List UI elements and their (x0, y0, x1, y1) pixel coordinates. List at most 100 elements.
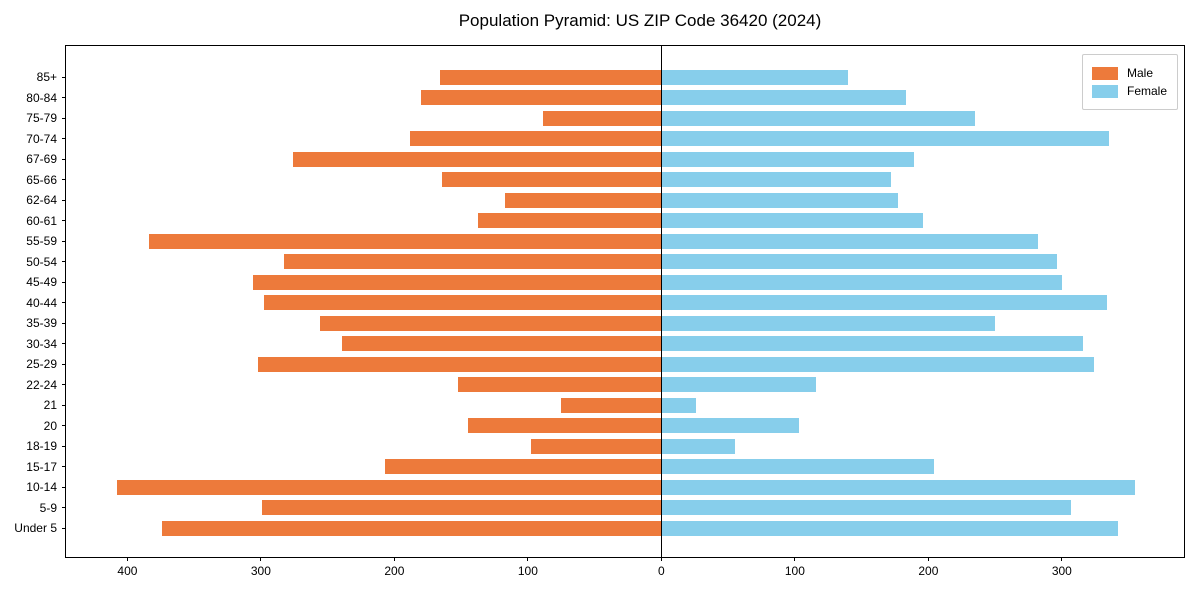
male-bar (439, 69, 662, 85)
male-bar (410, 131, 662, 146)
y-tick-mark (62, 220, 66, 221)
male-bar (421, 90, 662, 105)
x-tick-mark (794, 557, 796, 561)
y-tick-mark (62, 199, 66, 201)
y-axis-label: 65-66 (26, 172, 57, 187)
y-tick-mark (62, 404, 66, 406)
legend-item-female: Female (1091, 84, 1167, 98)
y-tick-mark (62, 281, 66, 283)
y-tick-mark (62, 445, 66, 447)
male-bar (262, 500, 662, 515)
y-tick-mark (62, 466, 66, 467)
y-axis-label: 55-59 (26, 234, 57, 248)
female-bar (661, 336, 1084, 351)
y-tick-mark (62, 302, 66, 303)
y-axis-label: 15-17 (26, 459, 57, 474)
y-axis-label: 18-19 (26, 439, 57, 453)
x-axis-label: 200 (918, 564, 939, 578)
male-bar (561, 397, 662, 413)
legend-label-male: Male (1126, 66, 1153, 80)
y-axis-label: 80-84 (26, 90, 57, 105)
y-axis-label: 40-44 (26, 295, 57, 310)
female-bar (661, 90, 906, 105)
x-tick-mark (1061, 557, 1063, 561)
male-bar (148, 233, 662, 249)
female-bar (661, 500, 1072, 515)
y-tick-mark (62, 117, 66, 119)
x-tick-mark (260, 557, 262, 561)
male-bar (505, 192, 662, 208)
y-axis-label: 25-29 (26, 357, 57, 371)
y-axis-label: 22-24 (26, 377, 57, 392)
y-tick-mark (62, 76, 66, 78)
y-axis-label: 62-64 (26, 193, 57, 207)
female-bar (661, 151, 914, 167)
y-tick-mark (62, 158, 66, 160)
female-bar (661, 213, 924, 228)
male-bar (292, 151, 662, 167)
female-bar (661, 520, 1118, 536)
female-bar (661, 295, 1108, 310)
y-tick-mark (62, 363, 66, 365)
x-axis-label: 100 (517, 564, 538, 578)
y-tick-mark (62, 486, 66, 488)
female-bar (661, 274, 1062, 290)
female-bar (661, 172, 891, 187)
female-bar (661, 131, 1109, 146)
male-bar (442, 172, 662, 187)
y-axis-label: 20 (43, 418, 57, 433)
y-axis-label: 5-9 (39, 500, 57, 515)
y-tick-mark (62, 322, 66, 324)
female-bar (661, 397, 697, 413)
female-swatch-icon (1091, 84, 1118, 98)
female-bar (661, 438, 735, 454)
y-tick-mark (62, 138, 66, 139)
male-bar (319, 315, 662, 331)
x-axis-label: 300 (1051, 564, 1072, 578)
y-tick-mark (62, 425, 66, 426)
male-bar (478, 213, 662, 228)
y-axis-label: 60-61 (26, 213, 57, 228)
female-bar (661, 233, 1038, 249)
y-tick-mark (62, 261, 66, 262)
y-axis-label: 21 (43, 398, 57, 412)
x-tick-mark (927, 557, 929, 561)
male-bar (252, 274, 662, 290)
y-tick-mark (62, 384, 66, 385)
zero-axis-line (660, 46, 662, 557)
y-axis-label: 30-34 (26, 336, 57, 351)
y-tick-mark (62, 343, 66, 344)
y-axis-label: 75-79 (26, 111, 57, 125)
x-axis-label: 300 (250, 564, 271, 578)
male-bar (162, 520, 662, 536)
y-axis-label: 50-54 (26, 254, 57, 269)
x-axis-label: 200 (384, 564, 405, 578)
x-tick-mark (660, 557, 662, 561)
x-tick-mark (393, 557, 395, 561)
y-tick-mark (62, 97, 66, 98)
y-axis-label: 85+ (36, 70, 57, 84)
female-bar (661, 377, 817, 392)
y-axis-label: 35-39 (26, 316, 57, 330)
female-bar (661, 418, 799, 433)
male-bar (542, 110, 662, 126)
male-bar (263, 295, 662, 310)
y-tick-mark (62, 507, 66, 508)
y-axis-label: 10-14 (26, 480, 57, 494)
female-bar (661, 315, 996, 331)
x-tick-mark (126, 557, 128, 561)
legend: Male Female (1081, 54, 1178, 110)
female-bar (661, 69, 849, 85)
male-bar (530, 438, 662, 454)
female-bar (661, 356, 1094, 372)
female-bar (661, 479, 1136, 495)
y-tick-mark (62, 240, 66, 242)
male-bar (385, 459, 662, 474)
y-axis-label: 67-69 (26, 152, 57, 166)
male-bar (116, 479, 662, 495)
male-bar (283, 254, 662, 269)
y-tick-mark (62, 527, 66, 529)
male-bar (342, 336, 662, 351)
female-bar (661, 110, 976, 126)
